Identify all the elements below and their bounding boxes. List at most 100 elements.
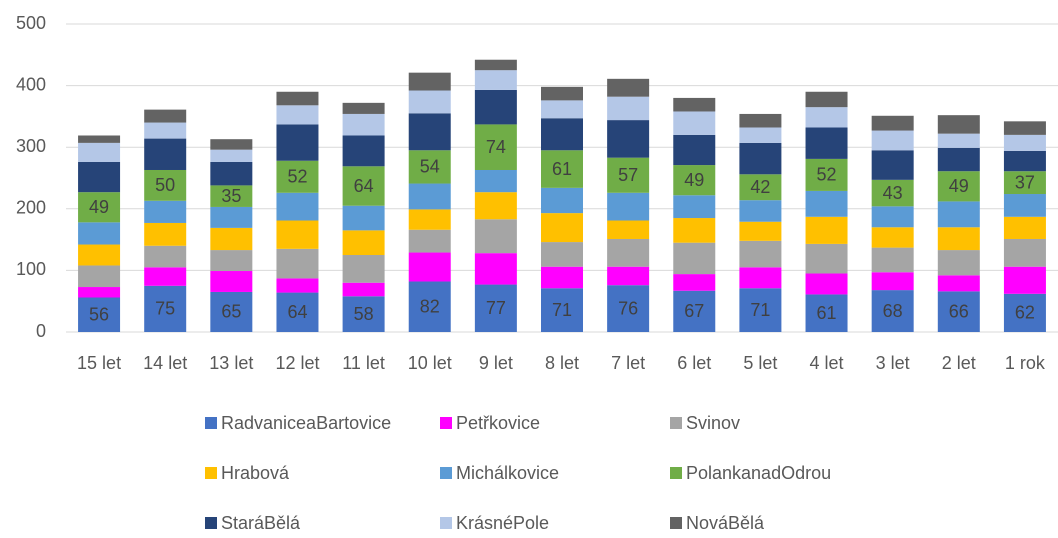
legend-label: Svinov xyxy=(686,413,740,433)
data-label: 35 xyxy=(221,186,241,206)
data-label: 64 xyxy=(287,302,307,322)
bar-segment xyxy=(805,91,848,108)
bar-segment xyxy=(541,288,583,332)
bar-segment xyxy=(408,90,451,114)
data-label: 77 xyxy=(486,298,506,318)
bar-segment xyxy=(474,284,517,332)
bar-segment xyxy=(408,209,451,230)
y-tick-label: 0 xyxy=(36,321,46,341)
data-label: 57 xyxy=(618,165,638,185)
bar-segment xyxy=(474,219,517,254)
bar-segment xyxy=(541,86,583,101)
data-label: 76 xyxy=(618,298,638,318)
bar-segment xyxy=(937,147,980,172)
bar-segment xyxy=(210,250,253,272)
x-tick-label: 14 let xyxy=(143,353,187,373)
legend-swatch xyxy=(670,467,682,479)
data-label: 66 xyxy=(949,301,969,321)
bar-segment xyxy=(673,134,716,166)
x-tick-label: 5 let xyxy=(743,353,777,373)
bar-segment xyxy=(210,206,253,228)
data-label: 61 xyxy=(552,159,572,179)
legend-swatch xyxy=(440,417,452,429)
legend-label: StaráBělá xyxy=(221,513,301,533)
bar-segment xyxy=(78,161,121,193)
bar-segment xyxy=(144,138,187,170)
bar-segment xyxy=(276,124,319,161)
bar-segment xyxy=(541,213,583,243)
data-label: 71 xyxy=(750,300,770,320)
x-tick-label: 15 let xyxy=(77,353,121,373)
legend-label: Hrabová xyxy=(221,463,290,483)
y-tick-label: 500 xyxy=(16,13,46,33)
bar-segment xyxy=(1003,293,1046,332)
legend-swatch xyxy=(205,467,217,479)
legend-swatch xyxy=(440,517,452,529)
data-label: 67 xyxy=(684,301,704,321)
x-tick-label: 4 let xyxy=(810,353,844,373)
bar-segment xyxy=(871,130,914,151)
bar-segment xyxy=(871,206,914,228)
bar-segment xyxy=(276,248,319,279)
bar-segment xyxy=(210,291,253,332)
data-label: 37 xyxy=(1015,172,1035,192)
bar-segment xyxy=(1003,266,1046,294)
bar-segment xyxy=(739,288,782,332)
x-tick-label: 2 let xyxy=(942,353,976,373)
bar-segment xyxy=(210,161,253,186)
bar-segment xyxy=(805,216,848,244)
bar-segment xyxy=(408,72,451,91)
data-label: 43 xyxy=(883,183,903,203)
x-tick-label: 6 let xyxy=(677,353,711,373)
bar-segment xyxy=(1003,216,1046,239)
legend-label: Petřkovice xyxy=(456,413,540,433)
data-label: 49 xyxy=(949,176,969,196)
x-tick-label: 9 let xyxy=(479,353,513,373)
bar-segment xyxy=(871,272,914,291)
legend-label: PolankanadOdrou xyxy=(686,463,831,483)
bar-segment xyxy=(78,135,121,143)
bar-segment xyxy=(1003,150,1046,172)
bar-segment xyxy=(541,242,583,267)
bar-segment xyxy=(342,166,385,206)
bar-segment xyxy=(474,169,517,193)
legend-swatch xyxy=(440,467,452,479)
data-label: 64 xyxy=(354,176,374,196)
x-tick-label: 3 let xyxy=(876,353,910,373)
bar-segment xyxy=(739,127,782,143)
y-tick-label: 400 xyxy=(16,74,46,94)
bar-segment xyxy=(541,100,583,119)
bar-segment xyxy=(673,290,716,332)
bar-segment xyxy=(607,220,650,239)
bar-segment xyxy=(144,222,187,246)
bar-segment xyxy=(78,244,121,266)
data-label: 61 xyxy=(817,303,837,323)
bar-segment xyxy=(937,227,980,251)
bar-segment xyxy=(408,229,451,253)
bar-segment xyxy=(276,220,319,249)
x-tick-label: 1 rok xyxy=(1005,353,1046,373)
bar-segment xyxy=(805,273,848,295)
legend-swatch xyxy=(205,417,217,429)
bar-segment xyxy=(78,265,121,288)
bar-segment xyxy=(474,192,517,220)
bar-segment xyxy=(144,109,187,123)
bar-segment xyxy=(276,192,319,221)
bar-segment xyxy=(342,102,385,114)
bar-segment xyxy=(276,278,319,293)
data-label: 49 xyxy=(89,197,109,217)
legend-label: NováBělá xyxy=(686,513,765,533)
bar-segment xyxy=(78,142,121,162)
bar-segment xyxy=(474,89,517,125)
bar-segment xyxy=(276,105,319,125)
bar-segment xyxy=(739,240,782,268)
y-tick-label: 300 xyxy=(16,136,46,156)
data-label: 50 xyxy=(155,175,175,195)
bar-segment xyxy=(144,285,187,332)
bar-segment xyxy=(805,158,848,191)
bar-segment xyxy=(871,290,914,332)
bar-segment xyxy=(673,195,716,219)
bar-segment xyxy=(607,266,650,286)
data-label: 71 xyxy=(552,300,572,320)
